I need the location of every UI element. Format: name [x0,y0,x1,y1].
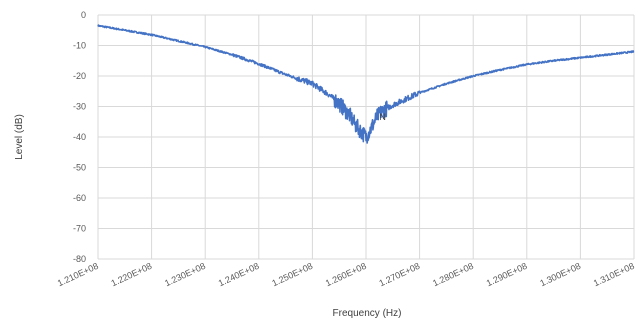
y-tick-label: -10 [73,41,86,51]
y-tick-label: -40 [73,132,86,142]
x-tick-label: 1.260E+08 [324,261,368,289]
x-tick-label: 1.310E+08 [592,261,636,289]
y-tick-label: -60 [73,193,86,203]
y-tick-label: -20 [73,71,86,81]
x-tick-label: 1.250E+08 [270,261,314,289]
y-tick-label: -50 [73,163,86,173]
x-tick-label: 1.220E+08 [110,261,154,289]
series-layer [97,24,635,144]
y-tick-label: -70 [73,224,86,234]
axes [97,15,634,260]
y-axis-title: Level (dB) [14,114,25,160]
annotation-label: N [379,112,386,122]
x-tick-label: 1.280E+08 [431,261,475,289]
y-tick-label: -80 [73,254,86,264]
y-tick-label: -30 [73,102,86,112]
series-line [97,24,635,144]
x-tick-label: 1.230E+08 [163,261,207,289]
tick-labels: 0 -10 -20 -30 -40 -50 -60 -70 -801.210E+08 1.220E… [56,10,636,288]
x-tick-label: 1.290E+08 [485,261,529,289]
y-tick-label: 0 [81,10,86,20]
x-tick-label: 1.270E+08 [378,261,422,289]
x-tick-label: 1.240E+08 [217,261,261,289]
x-axis-title: Frequency (Hz) [333,308,402,319]
x-tick-label: 1.300E+08 [538,261,582,289]
x-tick-label: 1.210E+08 [56,261,100,289]
